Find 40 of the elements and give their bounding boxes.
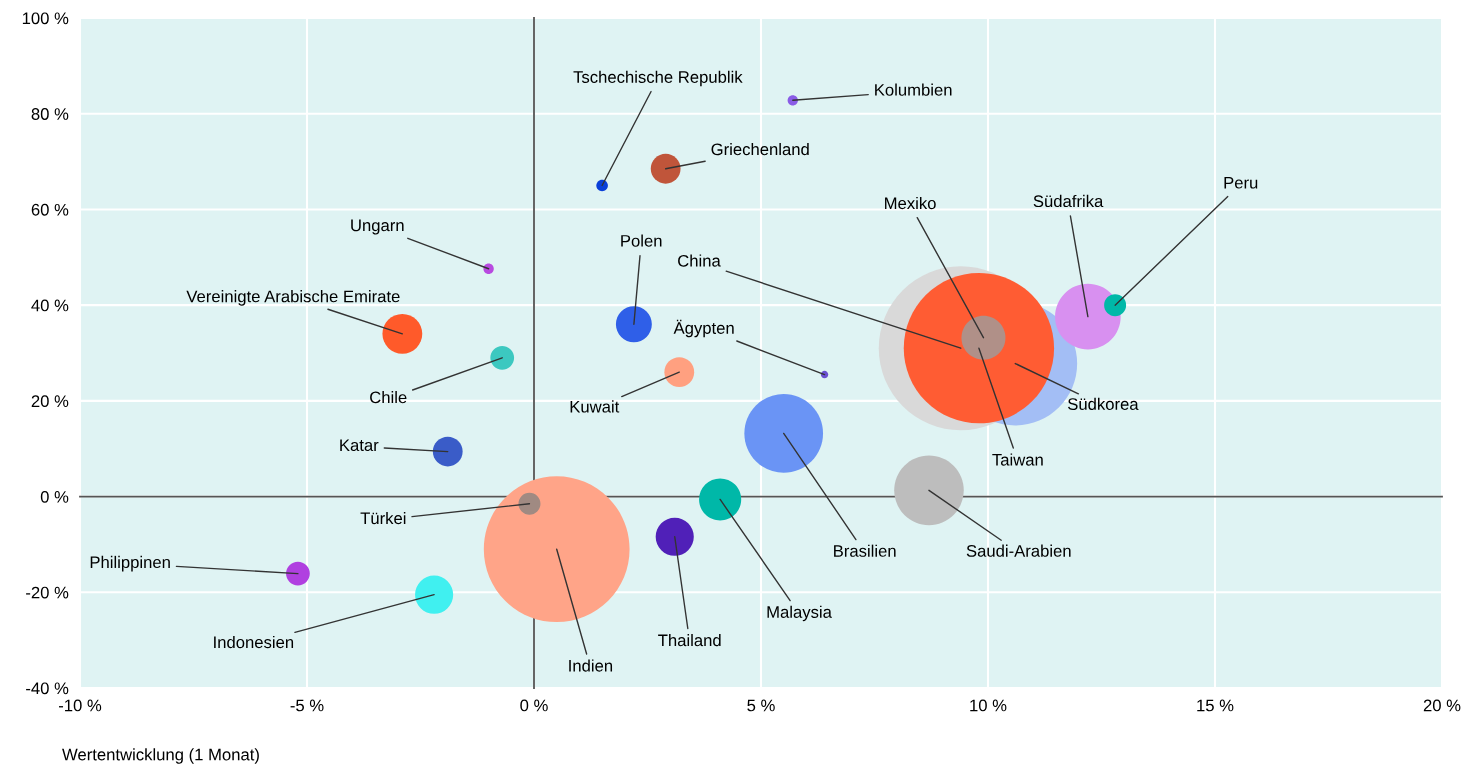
text: Türkei (360, 511, 406, 525)
x-tick-label: 20 % (1423, 699, 1461, 712)
x-tick-label: 10 % (970, 699, 1007, 712)
y-tick-label: 80 % (31, 108, 69, 120)
text: Thailand (658, 634, 721, 647)
text: Kolumbien (875, 83, 952, 96)
text: Indonesien (214, 635, 294, 649)
x-tick-label: 15 % (1197, 699, 1234, 712)
y-tick-label: 40 % (31, 299, 69, 312)
text: Tschechische Republik (573, 70, 743, 87)
series-label: Griechenland (711, 142, 809, 156)
series-label: Taiwan (992, 453, 1043, 466)
text: Ungarn (351, 219, 404, 235)
y-tick-label: 0 % (40, 490, 69, 503)
x-tick-label: 0 % (520, 699, 548, 712)
text: Mexiko (885, 196, 936, 210)
text: Chile (370, 391, 407, 404)
x-tick-label: 5 % (747, 699, 775, 712)
text: Philippinen (90, 555, 170, 572)
y-tick-label: 100 % (22, 12, 69, 25)
text: Südafrika (1033, 194, 1104, 208)
text: Brasilien (834, 544, 896, 557)
text: Polen (621, 234, 662, 247)
y-tick-label: -20 % (26, 586, 69, 599)
y-tick-label: 20 % (31, 395, 69, 408)
x-tick-label: -5 % (290, 699, 324, 712)
y-tick-label: 60 % (31, 203, 69, 216)
series-label: Saudi-Arabien (966, 544, 1071, 557)
y-tick-label: -40 % (26, 682, 69, 695)
text: Kuwait (570, 400, 620, 413)
text: Malaysia (767, 605, 832, 622)
x-tick-label: -10 % (58, 699, 102, 712)
text: Indien (569, 659, 613, 672)
text: China (678, 254, 721, 267)
x-axis-title: Wertentwicklung (1 Monat) (62, 748, 259, 764)
series-label: Vereinigte Arabische Emirate (186, 290, 400, 306)
text: Peru (1224, 176, 1258, 189)
text: Katar (340, 439, 379, 452)
text: Ägypten (673, 319, 734, 338)
series-label: Südkorea (1068, 397, 1139, 410)
